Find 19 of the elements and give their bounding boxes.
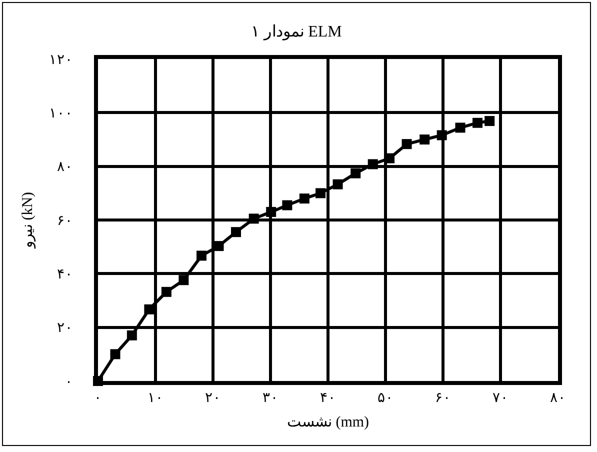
x-tick-label: ۳۰ bbox=[262, 390, 278, 406]
y-tick-label: ۲۰ bbox=[57, 321, 74, 336]
x-tick-label: ۵۰ bbox=[378, 390, 394, 406]
y-tick-label: ۱۲۰ bbox=[49, 52, 74, 68]
chart-title: نمودار ۱ ELM bbox=[251, 23, 342, 40]
y-tick-label: ۴۰ bbox=[57, 268, 74, 283]
y-tick-label: ۱۰۰ bbox=[49, 106, 74, 122]
y-tick-label: ۶۰ bbox=[57, 214, 74, 229]
x-tick-label: ۱۰ bbox=[148, 390, 164, 406]
x-tick-label: ۷۰ bbox=[492, 390, 508, 406]
y-tick-label: ۰ bbox=[65, 374, 74, 390]
x-tick-label: ۶۰ bbox=[435, 390, 451, 406]
x-tick-label: ۸۰ bbox=[550, 390, 566, 406]
x-tick-label: ۰ bbox=[94, 390, 102, 406]
y-tick-label: ۸۰ bbox=[57, 160, 74, 176]
x-tick-label: ۴۰ bbox=[320, 390, 336, 406]
y-axis-title: نیرو (kN) bbox=[20, 192, 36, 250]
x-axis-title: نشست (mm) bbox=[286, 414, 370, 430]
x-tick-label: ۲۰ bbox=[205, 390, 221, 406]
